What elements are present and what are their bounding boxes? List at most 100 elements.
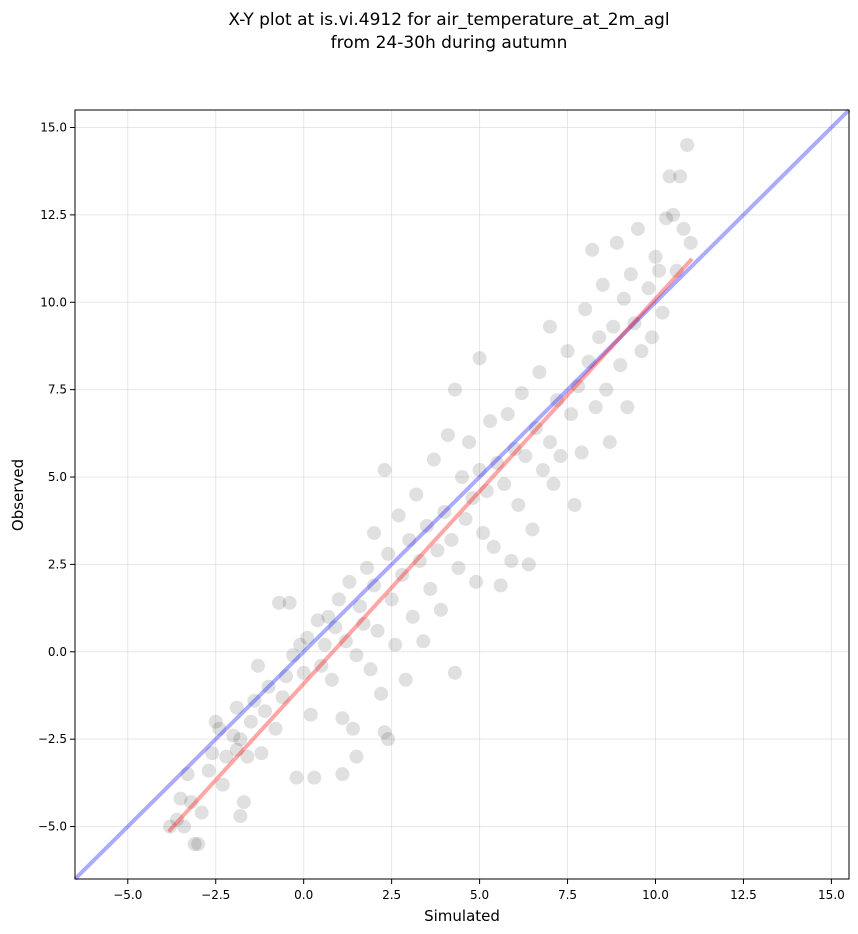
data-point-18 bbox=[233, 732, 248, 747]
data-point-40 bbox=[310, 613, 325, 628]
y-tick-label-2: 0.0 bbox=[48, 645, 67, 659]
data-point-43 bbox=[321, 609, 336, 624]
data-point-55 bbox=[356, 616, 371, 631]
data-point-86 bbox=[451, 560, 466, 575]
data-point-90 bbox=[465, 490, 480, 505]
y-tick-label-3: 2.5 bbox=[48, 557, 67, 571]
data-point-95 bbox=[479, 484, 494, 499]
x-axis-label: Simulated bbox=[424, 907, 500, 925]
data-point-57 bbox=[363, 662, 378, 677]
data-point-97 bbox=[486, 539, 501, 554]
data-point-61 bbox=[374, 686, 389, 701]
x-axis-ticks: −5.0 −2.5 0.0 2.5 5.0 7.5 10.0 12.5 15.0 bbox=[113, 879, 845, 902]
data-point-14 bbox=[219, 749, 234, 764]
data-point-109 bbox=[528, 421, 543, 436]
data-point-106 bbox=[518, 449, 533, 464]
data-point-68 bbox=[391, 508, 406, 523]
data-point-151 bbox=[683, 235, 698, 250]
data-point-89 bbox=[462, 435, 477, 450]
data-point-98 bbox=[490, 456, 505, 471]
data-point-52 bbox=[349, 648, 364, 663]
data-point-67 bbox=[388, 637, 403, 652]
data-point-27 bbox=[261, 679, 276, 694]
data-point-138 bbox=[634, 344, 649, 359]
data-point-141 bbox=[648, 249, 663, 264]
data-points bbox=[162, 137, 698, 852]
data-point-99 bbox=[493, 578, 508, 593]
data-point-39 bbox=[307, 770, 322, 785]
data-point-111 bbox=[535, 463, 550, 478]
chart-title-line-2: from 24-30h during autumn bbox=[331, 33, 568, 53]
data-point-124 bbox=[585, 242, 600, 257]
data-point-0 bbox=[162, 819, 177, 834]
data-point-2 bbox=[173, 791, 188, 806]
data-point-33 bbox=[286, 648, 301, 663]
data-point-110 bbox=[532, 365, 547, 380]
data-point-120 bbox=[571, 379, 586, 394]
data-point-115 bbox=[549, 393, 564, 408]
data-point-53 bbox=[349, 749, 364, 764]
data-point-8 bbox=[194, 805, 209, 820]
x-tick-label-1: −2.5 bbox=[201, 888, 230, 902]
data-point-91 bbox=[469, 574, 484, 589]
y-tick-label-5: 7.5 bbox=[48, 383, 67, 397]
data-point-96 bbox=[483, 414, 498, 429]
data-point-148 bbox=[673, 169, 688, 184]
x-tick-label-2: 0.0 bbox=[294, 888, 313, 902]
data-point-71 bbox=[402, 532, 417, 547]
data-point-121 bbox=[574, 445, 589, 460]
x-tick-label-3: 2.5 bbox=[382, 888, 401, 902]
data-point-88 bbox=[458, 511, 473, 526]
data-point-129 bbox=[602, 435, 617, 450]
data-point-49 bbox=[338, 634, 353, 649]
data-point-25 bbox=[254, 746, 269, 761]
data-point-47 bbox=[335, 711, 350, 726]
data-point-41 bbox=[314, 658, 329, 673]
data-point-7 bbox=[180, 767, 195, 782]
data-point-94 bbox=[476, 525, 491, 540]
data-point-66 bbox=[384, 592, 399, 607]
data-point-114 bbox=[546, 477, 561, 492]
data-point-58 bbox=[367, 525, 382, 540]
data-point-24 bbox=[250, 658, 265, 673]
data-point-126 bbox=[592, 330, 607, 345]
data-point-72 bbox=[405, 609, 420, 624]
data-point-37 bbox=[300, 630, 315, 645]
grid-lines bbox=[75, 110, 849, 879]
y-tick-label-0: −5.0 bbox=[38, 820, 67, 834]
data-point-83 bbox=[444, 532, 459, 547]
data-point-92 bbox=[472, 351, 487, 366]
x-tick-label-0: −5.0 bbox=[113, 888, 142, 902]
data-point-56 bbox=[360, 560, 375, 575]
data-point-135 bbox=[623, 267, 638, 282]
data-point-36 bbox=[296, 665, 311, 680]
data-point-137 bbox=[630, 221, 645, 236]
data-point-17 bbox=[229, 742, 244, 757]
data-point-10 bbox=[205, 746, 220, 761]
data-point-105 bbox=[514, 386, 529, 401]
data-point-87 bbox=[455, 470, 469, 485]
y-tick-label-6: 10.0 bbox=[40, 295, 67, 309]
data-point-16 bbox=[229, 700, 244, 715]
data-point-104 bbox=[511, 497, 526, 512]
data-point-117 bbox=[560, 344, 575, 359]
y-axis-label: Observed bbox=[9, 459, 27, 531]
data-point-6 bbox=[191, 837, 206, 852]
data-point-51 bbox=[345, 721, 360, 736]
data-point-81 bbox=[437, 504, 452, 519]
data-point-42 bbox=[317, 637, 332, 652]
data-point-35 bbox=[293, 637, 308, 652]
data-point-13 bbox=[215, 777, 230, 792]
x-tick-label-5: 7.5 bbox=[558, 888, 577, 902]
data-point-12 bbox=[212, 721, 227, 736]
data-point-65 bbox=[381, 732, 396, 747]
data-point-60 bbox=[370, 623, 385, 638]
data-point-46 bbox=[331, 592, 346, 607]
data-point-23 bbox=[247, 693, 262, 708]
y-tick-label-7: 12.5 bbox=[40, 208, 67, 222]
data-point-74 bbox=[412, 553, 427, 568]
data-point-31 bbox=[279, 669, 294, 684]
data-point-130 bbox=[606, 319, 621, 334]
data-point-85 bbox=[447, 382, 462, 397]
